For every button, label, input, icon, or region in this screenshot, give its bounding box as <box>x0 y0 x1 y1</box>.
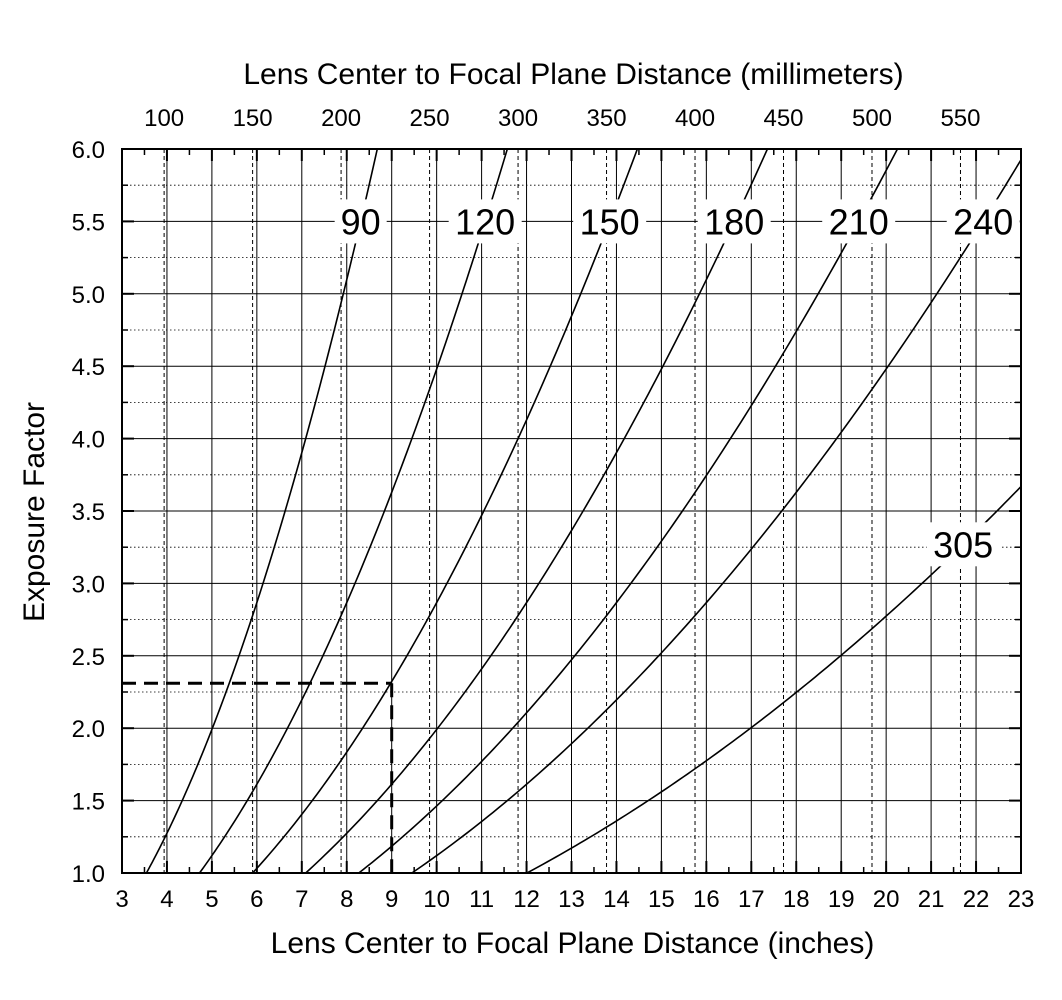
x2-tick-label: 450 <box>763 105 803 132</box>
top-axis-title: Lens Center to Focal Plane Distance (mil… <box>243 58 903 91</box>
curve-label-bg <box>697 199 771 244</box>
y-tick-label: 3.0 <box>72 571 105 598</box>
bottom-axis-title: Lens Center to Focal Plane Distance (inc… <box>271 927 875 960</box>
x-tick-label: 6 <box>250 886 263 913</box>
x-tick-label: 18 <box>783 886 810 913</box>
curve-label-bg <box>926 522 1000 567</box>
curve-label-305: 305 <box>933 524 993 565</box>
x-tick-label: 4 <box>160 886 173 913</box>
curve-label-150: 150 <box>580 201 640 242</box>
y-tick-label: 3.5 <box>72 499 105 526</box>
curve-label-bg <box>334 199 387 244</box>
y-tick-label: 5.5 <box>72 209 105 236</box>
curve-150 <box>252 148 639 874</box>
x2-tick-label: 400 <box>675 105 715 132</box>
y-tick-label: 4.0 <box>72 427 105 454</box>
x-tick-label: 14 <box>603 886 630 913</box>
curves <box>145 148 1022 874</box>
y-tick-label: 1.5 <box>72 789 105 816</box>
y-tick-label: 1.0 <box>72 861 105 888</box>
curve-305 <box>526 486 1022 874</box>
x2-tick-label: 300 <box>498 105 538 132</box>
x2-tick-label: 350 <box>587 105 627 132</box>
annotation-dashed-lines <box>122 681 394 873</box>
x2-tick-label: 550 <box>940 105 980 132</box>
curve-180 <box>305 148 769 874</box>
curve-label-bg <box>946 199 1020 244</box>
x-tick-label: 12 <box>513 886 540 913</box>
x-tick-label: 9 <box>385 886 398 913</box>
x-tick-label: 11 <box>469 886 494 913</box>
curve-label-bg <box>573 199 647 244</box>
x-tick-label: 5 <box>205 886 218 913</box>
x-tick-label: 7 <box>295 886 308 913</box>
curve-label-180: 180 <box>704 201 764 242</box>
curve-120 <box>198 148 509 874</box>
x2-tick-label: 100 <box>144 105 184 132</box>
y-tick-label: 5.0 <box>72 282 105 309</box>
x2-tick-label: 500 <box>852 105 892 132</box>
curve-240 <box>411 159 1022 874</box>
x-tick-label: 23 <box>1008 886 1035 913</box>
y-tick-label: 2.0 <box>72 716 105 743</box>
x-tick-label: 19 <box>828 886 855 913</box>
x2-tick-label: 150 <box>233 105 273 132</box>
x-tick-label: 17 <box>738 886 765 913</box>
y-tick-label: 2.5 <box>72 644 105 671</box>
x-tick-label: 13 <box>558 886 585 913</box>
x-tick-label: 15 <box>648 886 675 913</box>
x-tick-label: 22 <box>963 886 990 913</box>
x-tick-label: 21 <box>918 886 945 913</box>
curve-label-120: 120 <box>455 201 515 242</box>
x2-tick-label: 250 <box>410 105 450 132</box>
y-axis-title: Exposure Factor <box>18 402 51 622</box>
x-tick-label: 20 <box>873 886 900 913</box>
grid-lines <box>121 148 1022 874</box>
axis-ticks: 3 4 5 6 7 8 9 10 11 12 13 14 15 16 17 18 19 20 21 22 23 1.0 1.… <box>72 105 1035 913</box>
y-tick-label: 6.0 <box>72 137 105 164</box>
curve-210 <box>358 148 899 874</box>
curve-label-bg <box>822 199 896 244</box>
curve-90 <box>145 148 379 874</box>
y-tick-label: 4.5 <box>72 354 105 381</box>
curve-label-240: 240 <box>953 201 1013 242</box>
curve-label-90: 90 <box>341 201 381 242</box>
curve-labels: 90 120 150 180 210 240 305 <box>334 199 1020 567</box>
x-tick-label: 10 <box>423 886 450 913</box>
curve-label-bg <box>448 199 522 244</box>
x-tick-label: 8 <box>340 886 353 913</box>
x-tick-label: 16 <box>693 886 720 913</box>
x2-tick-label: 200 <box>321 105 361 132</box>
curve-label-210: 210 <box>829 201 889 242</box>
x-tick-label: 3 <box>115 886 128 913</box>
